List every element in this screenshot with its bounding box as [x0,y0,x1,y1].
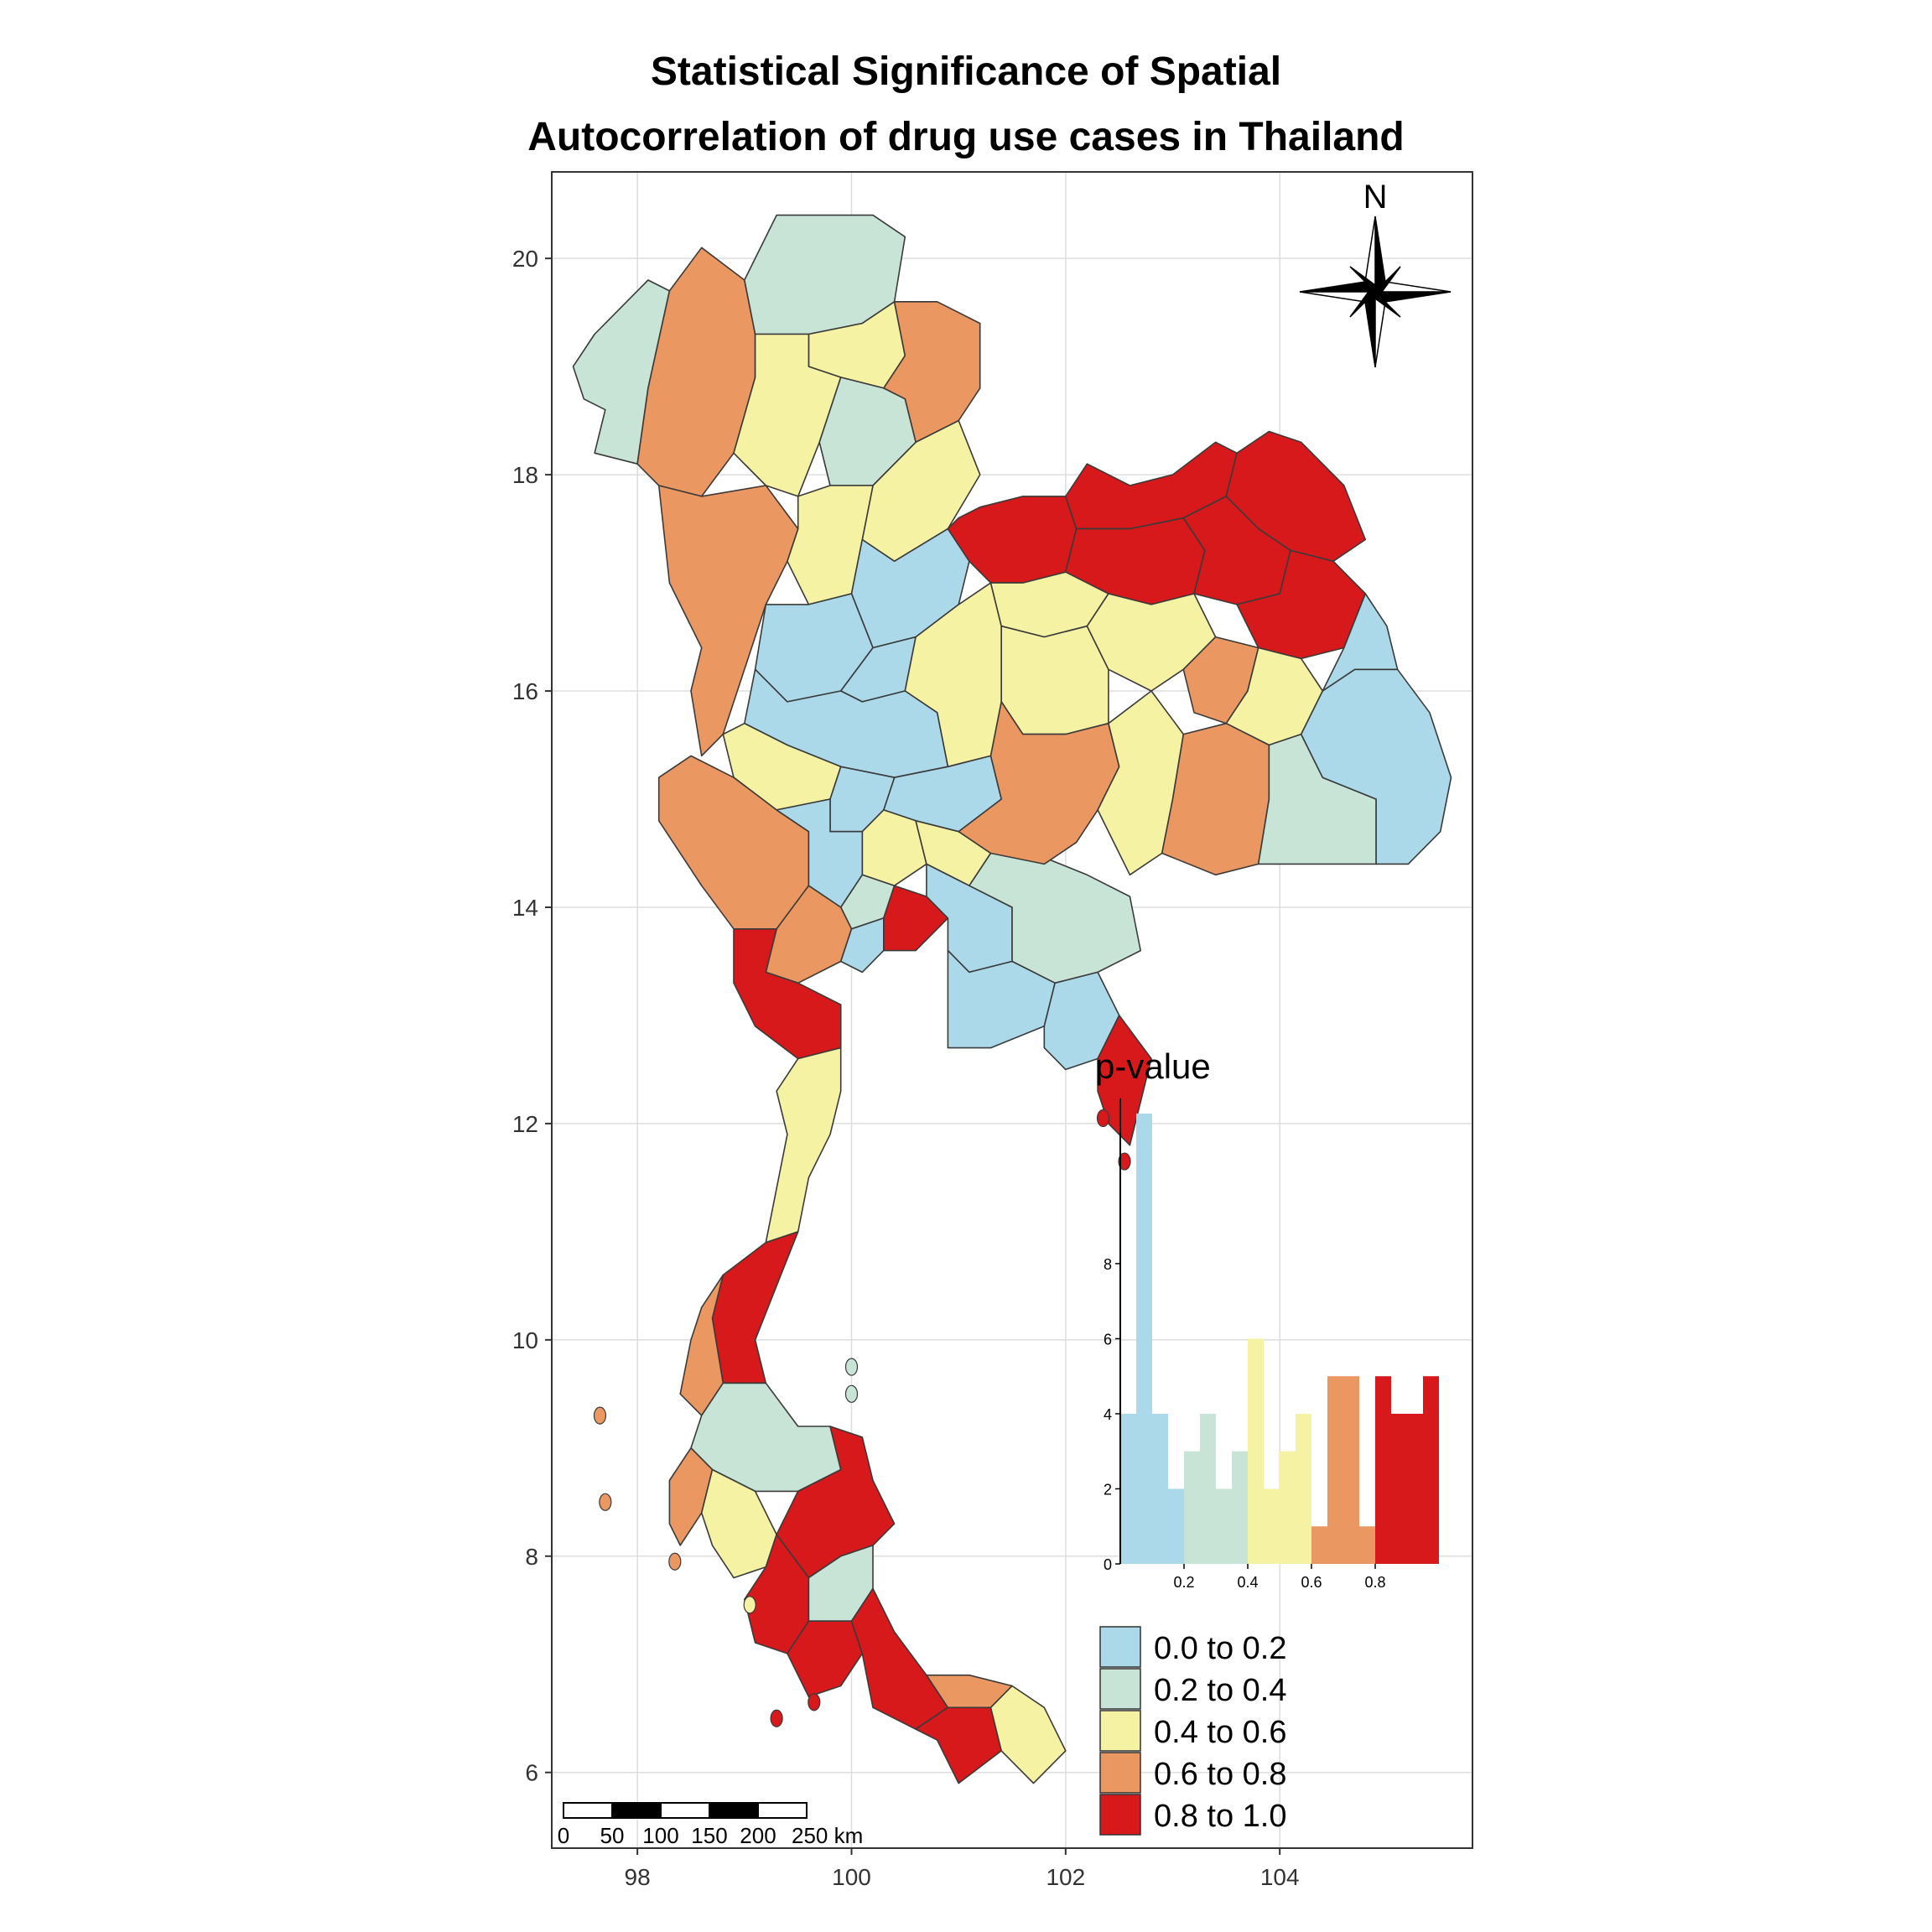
island-polygon [599,1493,612,1511]
histogram-bar [1232,1451,1248,1564]
histogram-y-tick-label: 0 [1104,1556,1112,1573]
legend-swatch-0 [1099,1626,1141,1668]
legend-label-1: 0.2 to 0.4 [1154,1673,1286,1708]
province-polygon [572,279,671,465]
histogram-bar [1391,1413,1407,1564]
y-tick-label: 10 [512,1327,538,1353]
histogram-bar [1152,1413,1168,1564]
y-tick-label: 12 [512,1111,538,1137]
y-tick-label: 8 [525,1544,538,1570]
histogram-bar [1343,1376,1359,1564]
histogram-bar [1136,1113,1152,1564]
histogram-bar [1168,1488,1184,1564]
histogram-bar [1264,1488,1280,1564]
island-polygon [844,1358,859,1376]
histogram-bar [1120,1413,1136,1564]
compass-rose-icon [1299,216,1452,368]
province-polygon [839,917,885,974]
province-polygon [1097,1015,1152,1146]
y-axis-ticks: 20 18 16 14 12 10 8 6 [512,246,552,1786]
histogram-bar [1216,1488,1232,1564]
y-tick-label: 16 [512,678,538,704]
scale-bar: 0 50 100 150 200 250 km [558,1802,863,1848]
histogram-bar [1327,1376,1343,1564]
histogram-bar [1296,1413,1311,1564]
legend-label-0: 0.0 to 0.2 [1154,1631,1286,1666]
x-tick-label: 100 [832,1864,871,1890]
histogram-bar [1375,1376,1391,1564]
x-tick-label: 104 [1260,1864,1300,1890]
y-tick-label: 20 [512,246,538,272]
island-polygons [593,1109,1131,1727]
histogram-x-tick-label: 0.2 [1173,1574,1194,1591]
histogram-y-tick-label: 8 [1104,1256,1112,1273]
north-label: N [1363,179,1388,216]
histogram-bar [1359,1526,1375,1564]
legend-label-4: 0.8 to 1.0 [1154,1799,1286,1834]
histogram-bar [1184,1451,1200,1564]
map-panel-border [551,171,1473,1849]
scale-label-150: 150 [691,1823,727,1848]
scale-label-50: 50 [600,1823,625,1848]
y-tick-label: 14 [512,895,538,921]
island-polygon [668,1552,682,1571]
histogram-x-tick-label: 0.8 [1364,1574,1385,1591]
island-polygon [770,1709,783,1727]
north-arrow: N [1299,179,1452,368]
province-polygon [1000,625,1109,735]
scale-seg-4 [709,1802,759,1819]
p-value-histogram: p-value 0 2 4 6 8 0.2 0.4 0.6 0.8 [1095,1046,1439,1591]
island-polygon [1118,1152,1131,1171]
scale-seg-1 [563,1802,613,1819]
histogram-bar [1280,1451,1296,1564]
legend-swatch-4 [1099,1794,1141,1836]
scale-label-200: 200 [740,1823,776,1848]
histogram-bars [1120,1113,1439,1564]
island-polygon [1096,1109,1110,1128]
scale-seg-3 [660,1802,710,1819]
province-polygon [989,1685,1067,1784]
legend-label-3: 0.6 to 0.8 [1154,1757,1286,1792]
province-polygon [733,333,842,497]
scale-label-250km: 250 km [792,1823,863,1848]
histogram-bar [1423,1376,1439,1564]
histogram-bar [1248,1338,1264,1564]
scale-seg-2 [611,1802,662,1819]
histogram-x-tick-label: 0.6 [1301,1574,1322,1591]
island-polygon [593,1406,607,1425]
legend-swatch-2 [1099,1710,1141,1752]
histogram-x-tick-label: 0.4 [1237,1574,1258,1591]
histogram-y-tick-label: 4 [1104,1406,1112,1423]
province-polygons [572,214,1452,1784]
histogram-y-tick-label: 2 [1104,1481,1112,1498]
y-tick-label: 18 [512,462,538,488]
x-tick-label: 98 [625,1864,651,1890]
legend: 0.0 to 0.2 0.2 to 0.4 0.4 to 0.6 0.6 to … [1099,1626,1286,1836]
histogram-title: p-value [1095,1046,1211,1086]
map-title-line-2: Autocorrelation of drug use cases in Tha… [527,115,1405,159]
scale-label-100: 100 [642,1823,678,1848]
x-tick-label: 102 [1046,1864,1085,1890]
province-polygon [1322,593,1399,692]
island-polygon [743,1596,756,1614]
y-tick-label: 6 [525,1760,538,1786]
island-polygon [808,1693,821,1711]
scale-label-0: 0 [558,1823,569,1848]
island-polygon [844,1384,859,1403]
x-axis-ticks: 98 100 102 104 [625,1848,1300,1890]
histogram-bar [1200,1413,1216,1564]
histogram-bar [1407,1413,1423,1564]
histogram-bar [1311,1526,1327,1564]
province-polygon [733,928,842,1060]
map-title-line-1: Statistical Significance of Spatial [650,49,1282,94]
legend-label-2: 0.4 to 0.6 [1154,1715,1286,1750]
legend-swatch-3 [1099,1752,1141,1794]
province-polygon [679,1274,724,1416]
histogram-y-tick-label: 6 [1104,1331,1112,1348]
scale-seg-5 [757,1802,808,1819]
legend-swatch-1 [1099,1668,1141,1710]
histogram-axes: 0 2 4 6 8 0.2 0.4 0.6 0.8 [1104,1098,1386,1591]
province-polygon [700,1468,777,1579]
